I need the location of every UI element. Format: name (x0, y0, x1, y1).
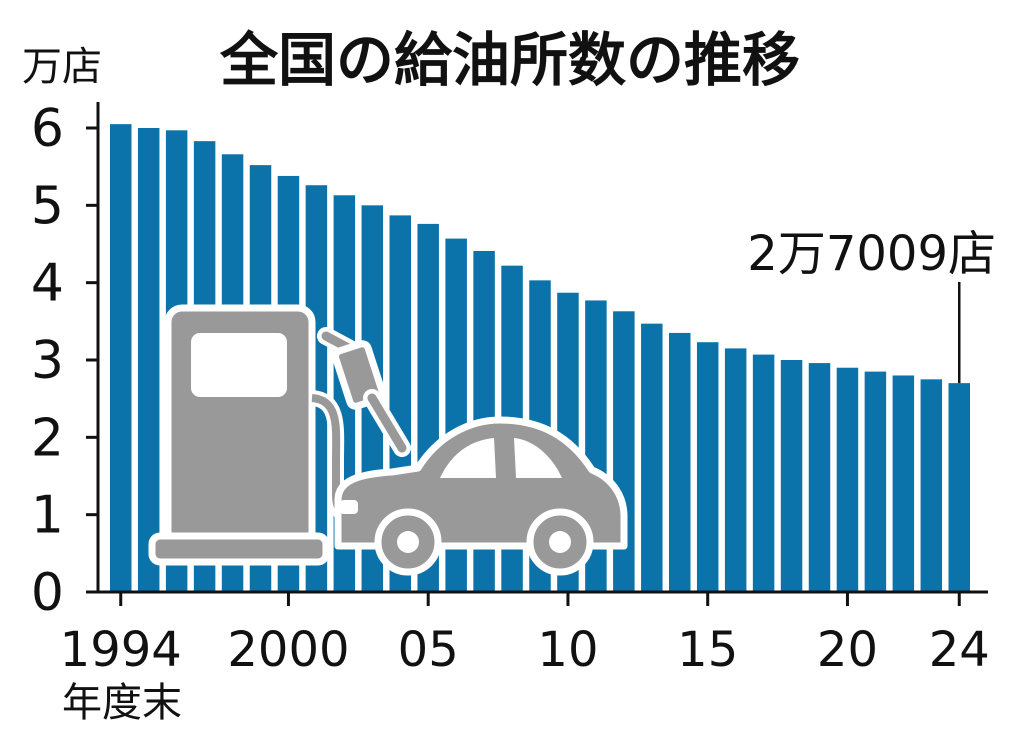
bar-2024 (948, 383, 970, 592)
y-tick-label: 0 (31, 563, 64, 623)
x-tick-label: 20 (817, 622, 878, 678)
fuel-pump-icon (148, 304, 411, 566)
y-tick-label: 5 (31, 176, 64, 236)
chart-title: 全国の給油所数の推移 (219, 26, 800, 94)
bar-2022 (892, 375, 915, 592)
y-axis-unit: 万店 (22, 44, 102, 90)
x-tick-label: 1994 (60, 622, 182, 678)
y-axis-ticks: 0 1 2 3 4 5 6 (31, 99, 98, 623)
y-tick-label: 3 (31, 331, 64, 391)
car-icon (334, 416, 628, 576)
bar-2019 (808, 363, 831, 592)
y-tick-label: 6 (31, 99, 64, 159)
bar-2013 (641, 323, 663, 592)
y-tick-label: 1 (31, 486, 64, 546)
x-tick-label: 05 (398, 622, 459, 678)
bar-2012 (613, 311, 635, 592)
y-tick-label: 4 (31, 254, 64, 314)
x-tick-label: 15 (677, 622, 738, 678)
x-tick-label: 24 (929, 622, 990, 678)
bar-1995 (137, 128, 160, 592)
bar-2018 (780, 360, 803, 592)
y-tick-label: 2 (31, 408, 64, 468)
bar-2020 (836, 367, 859, 592)
bar-2017 (752, 354, 775, 592)
illustration (148, 304, 628, 576)
bar-2015 (696, 342, 719, 592)
bar-1994 (110, 124, 132, 592)
x-axis-label: 年度末 (62, 680, 182, 726)
x-tick-label: 10 (537, 622, 598, 678)
x-axis-ticks: 1994 2000 05 10 15 20 24 (60, 592, 990, 678)
bar-2016 (724, 348, 747, 592)
bar-2014 (669, 332, 691, 592)
x-tick-label: 2000 (227, 622, 349, 678)
bar-2021 (864, 371, 887, 592)
annotation-label: 2万7009店 (747, 226, 996, 282)
bar-2023 (920, 379, 943, 592)
